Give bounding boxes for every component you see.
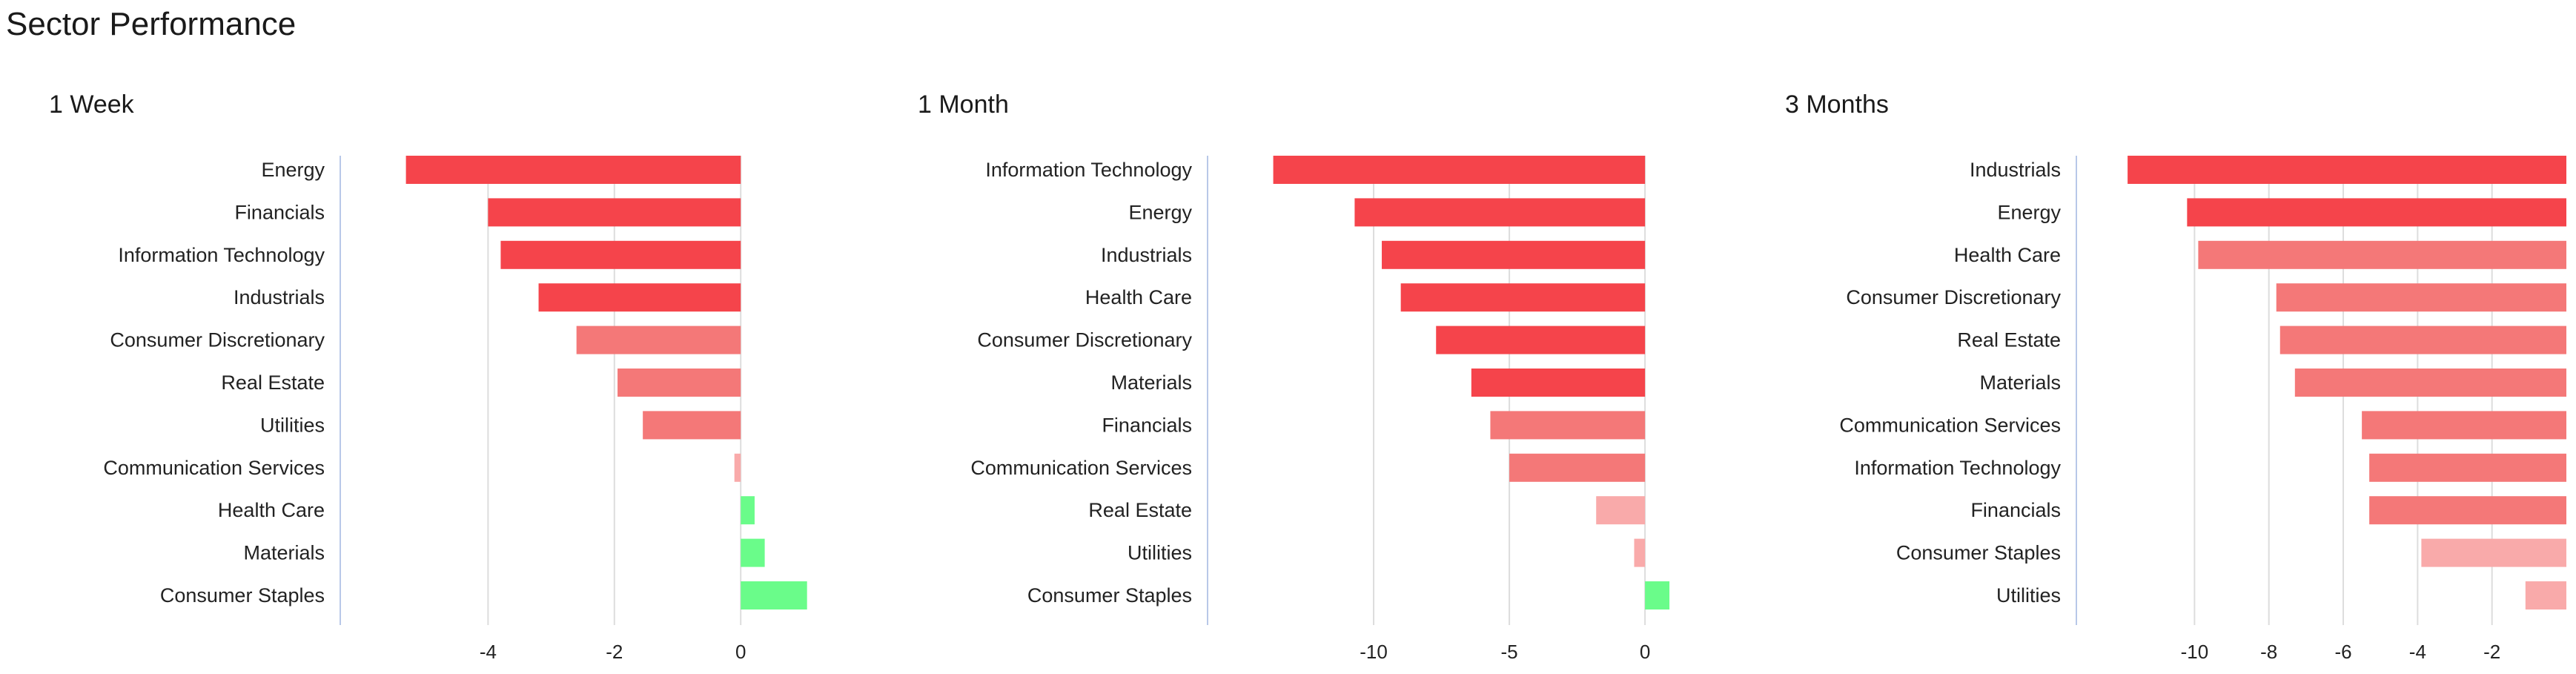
category-label: Consumer Staples [160,584,325,607]
bar [2198,240,2566,269]
bar [2421,538,2566,567]
bar [617,369,741,397]
category-label: Consumer Discretionary [1846,286,2061,308]
bar [1634,538,1646,567]
bar [1273,156,1646,184]
bar [1645,581,1670,609]
bar [2369,453,2566,482]
category-label: Materials [1979,371,2061,394]
category-label: Information Technology [985,159,1192,181]
x-tick-label: 0 [735,641,746,663]
bar [538,283,741,312]
category-label: Health Care [1085,286,1192,308]
x-tick-label: -10 [1360,641,1388,663]
bar [2369,496,2566,525]
x-tick-label: -4 [480,641,497,663]
x-tick-label: -5 [1501,641,1518,663]
x-tick-label: -2 [2483,641,2500,663]
category-label: Consumer Discretionary [977,329,1192,351]
category-label: Consumer Staples [1896,542,2061,564]
bar [741,496,755,525]
x-tick-label: -4 [2409,641,2426,663]
chart-title: 1 Month [918,90,1009,119]
category-label: Real Estate [1088,499,1192,521]
bar [1354,198,1646,227]
category-label: Energy [1997,201,2061,223]
category-label: Real Estate [221,371,325,394]
category-label: Industrials [1101,244,1192,266]
bar [2276,283,2566,312]
category-label: Energy [261,159,325,181]
bar [2187,198,2566,227]
x-tick-label: -10 [2181,641,2209,663]
bar [1509,453,1646,482]
category-label: Communication Services [1839,414,2061,436]
category-label: Industrials [1970,159,2061,181]
category-label: Utilities [1996,584,2061,607]
x-tick-label: -8 [2260,641,2277,663]
page-title: Sector Performance [6,6,297,42]
bar [1471,369,1646,397]
category-label: Utilities [1128,542,1192,564]
bar [2279,326,2566,354]
category-label: Energy [1128,201,1192,223]
category-label: Consumer Staples [1027,584,1192,607]
bar [741,538,765,567]
category-label: Health Care [218,499,325,521]
bar [1400,283,1646,312]
category-label: Consumer Discretionary [110,329,325,351]
category-label: Financials [1102,414,1192,436]
category-label: Communication Services [970,457,1192,479]
bar [1596,496,1646,525]
category-label: Materials [1110,371,1192,394]
category-label: Materials [243,542,325,564]
bar [2294,369,2566,397]
category-label: Real Estate [1957,329,2061,351]
bar [488,198,741,227]
bar [2128,156,2566,184]
category-label: Health Care [1954,244,2061,266]
chart-title: 1 Week [49,90,135,119]
bar [500,240,741,269]
category-label: Industrials [234,286,325,308]
category-label: Utilities [260,414,325,436]
chart-title: 3 Months [1785,90,1889,119]
category-label: Financials [1970,499,2061,521]
bar [643,411,741,440]
bar [741,581,807,609]
x-tick-label: -2 [606,641,623,663]
bar [1490,411,1646,440]
category-label: Communication Services [103,457,325,479]
x-tick-label: 0 [1640,641,1650,663]
x-tick-label: -6 [2334,641,2351,663]
bar [734,453,741,482]
category-label: Information Technology [1854,457,2061,479]
category-label: Financials [234,201,325,223]
bar [2525,581,2566,609]
bar [405,156,741,184]
bar [576,326,741,354]
bar [1436,326,1646,354]
bar [1382,240,1646,269]
bar [2362,411,2566,440]
category-label: Information Technology [118,244,325,266]
